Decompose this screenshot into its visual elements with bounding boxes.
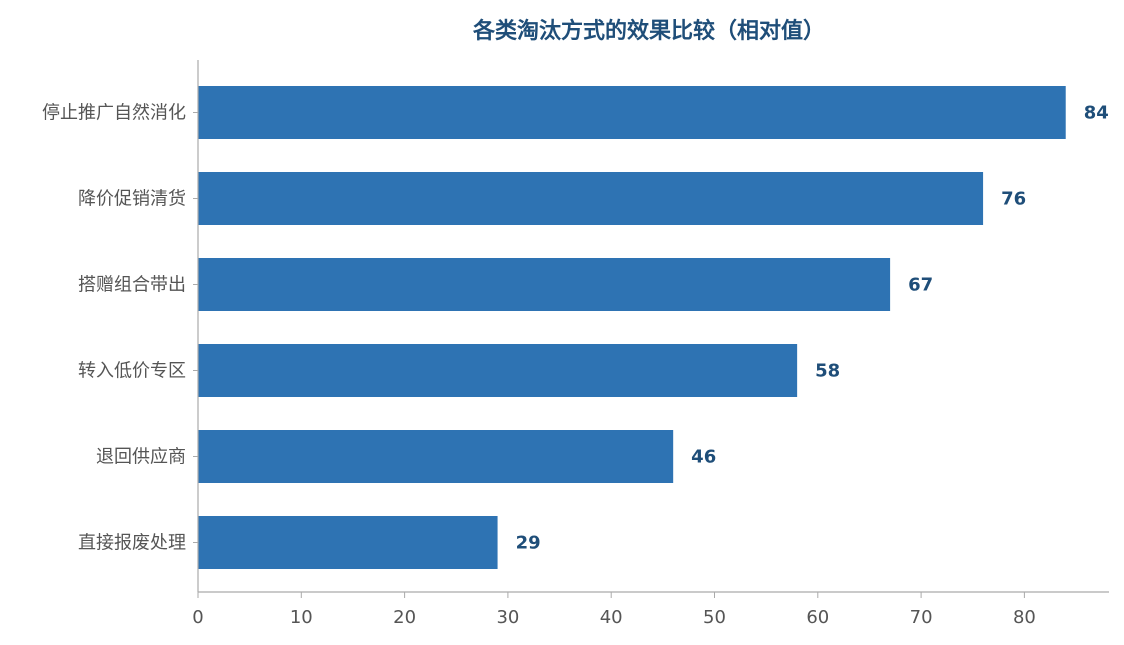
y-tick-label: 降价促销清货 bbox=[78, 189, 186, 210]
bar bbox=[198, 86, 1066, 139]
chart-title: 各类淘汰方式的效果比较（相对值） bbox=[472, 18, 825, 44]
y-tick-label: 停止推广自然消化 bbox=[42, 103, 186, 124]
y-tick-label: 搭赠组合带出 bbox=[78, 275, 186, 296]
data-label: 76 bbox=[1001, 189, 1026, 210]
x-tick-label: 70 bbox=[910, 607, 933, 628]
bar bbox=[198, 516, 498, 569]
bar bbox=[198, 172, 984, 225]
data-label: 58 bbox=[815, 361, 840, 382]
data-label: 46 bbox=[691, 447, 716, 468]
bars-layer: 84 76 67 58 46 29 bbox=[198, 86, 1109, 569]
x-tick-label: 60 bbox=[806, 607, 829, 628]
bar bbox=[198, 344, 798, 397]
data-label: 84 bbox=[1084, 103, 1109, 124]
x-tick-label: 80 bbox=[1013, 607, 1036, 628]
data-label: 29 bbox=[516, 533, 541, 554]
x-tick-label: 10 bbox=[290, 607, 313, 628]
bar bbox=[198, 258, 891, 311]
x-tick-label: 40 bbox=[600, 607, 623, 628]
x-tick-label: 30 bbox=[496, 607, 519, 628]
x-tick-label: 20 bbox=[393, 607, 416, 628]
data-label: 67 bbox=[908, 275, 933, 296]
y-tick-label: 直接报废处理 bbox=[78, 533, 186, 554]
bar bbox=[198, 430, 674, 483]
x-tick-label: 50 bbox=[703, 607, 726, 628]
y-tick-label: 转入低价专区 bbox=[78, 361, 186, 382]
y-tick-label: 退回供应商 bbox=[96, 447, 186, 468]
x-tick-label: 0 bbox=[192, 607, 203, 628]
